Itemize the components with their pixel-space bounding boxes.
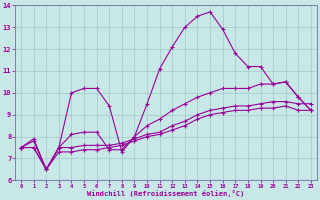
X-axis label: Windchill (Refroidissement éolien,°C): Windchill (Refroidissement éolien,°C) xyxy=(87,190,244,197)
